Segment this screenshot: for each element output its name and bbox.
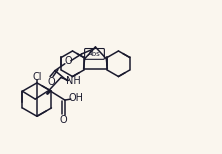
Text: OH: OH (68, 93, 83, 103)
Text: O: O (59, 115, 67, 125)
Text: Abs: Abs (88, 51, 101, 57)
Text: Cl: Cl (32, 72, 42, 82)
Text: NH: NH (66, 76, 81, 86)
Text: O: O (47, 77, 55, 87)
Text: O: O (65, 56, 73, 66)
